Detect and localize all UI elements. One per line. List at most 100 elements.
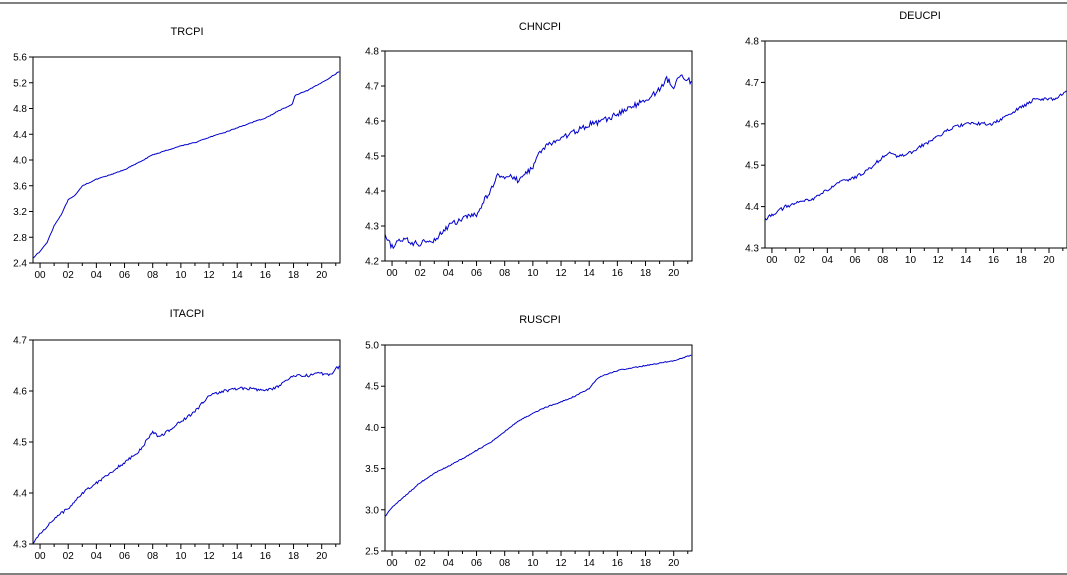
x-tick-label: 04 — [443, 268, 455, 279]
chart-title: ITACPI — [170, 308, 205, 320]
x-tick-label: 16 — [612, 268, 624, 279]
series-line — [384, 74, 692, 250]
x-axis-ticks: 00 02 04 06 08 10 12 14 16 18 20 — [386, 261, 689, 279]
y-tick-label: 4.7 — [745, 78, 759, 89]
y-tick-label: 4.5 — [13, 438, 27, 449]
x-tick-label: 14 — [584, 268, 596, 279]
y-tick-label: 4.4 — [745, 202, 759, 213]
x-tick-label: 18 — [288, 551, 300, 562]
y-axis-ticks: 4.2 4.3 4.4 4.5 4.6 4.7 4.8 — [365, 47, 385, 268]
x-tick-label: 20 — [668, 558, 680, 569]
x-tick-label: 04 — [91, 270, 103, 281]
y-tick-label: 4.5 — [365, 152, 379, 163]
x-tick-label: 02 — [63, 551, 75, 562]
x-tick-label: 08 — [147, 270, 159, 281]
x-tick-label: 18 — [640, 268, 652, 279]
plot-frame — [384, 50, 693, 262]
y-axis-ticks: 4.3 4.4 4.5 4.6 4.7 4.8 — [745, 37, 765, 255]
x-tick-label: 10 — [175, 270, 187, 281]
x-tick-label: 18 — [640, 558, 652, 569]
y-axis-ticks: 4.3 4.4 4.5 4.6 4.7 — [13, 336, 33, 551]
x-tick-label: 10 — [905, 255, 917, 266]
x-tick-label: 06 — [849, 255, 861, 266]
x-tick-label: 06 — [119, 551, 131, 562]
x-tick-label: 08 — [877, 255, 889, 266]
x-axis-ticks: 00 02 04 06 08 10 12 14 16 18 20 — [34, 263, 337, 281]
y-tick-label: 4.3 — [745, 244, 759, 255]
chart-title: CHNCPI — [519, 21, 561, 33]
x-axis-ticks: 00 02 04 06 08 10 12 14 16 18 20 — [766, 248, 1064, 266]
x-tick-label: 10 — [527, 558, 539, 569]
chart-itacpi: ITACPI 4.3 4.4 4.5 4.6 4.7 00 02 04 06 08 10 12 14 1… — [13, 308, 341, 562]
plot-frame — [384, 344, 693, 552]
y-tick-label: 5.0 — [365, 341, 379, 352]
x-tick-label: 10 — [175, 551, 187, 562]
y-tick-label: 4.4 — [13, 489, 27, 500]
x-tick-label: 06 — [119, 270, 131, 281]
plot-frame — [764, 40, 1067, 249]
x-tick-label: 02 — [794, 255, 806, 266]
x-tick-label: 14 — [584, 558, 596, 569]
x-tick-label: 08 — [147, 551, 159, 562]
x-tick-label: 00 — [766, 255, 778, 266]
x-tick-label: 12 — [203, 270, 215, 281]
x-tick-label: 16 — [988, 255, 1000, 266]
x-tick-label: 02 — [63, 270, 75, 281]
x-axis-ticks: 00 02 04 06 08 10 12 14 16 18 20 — [34, 544, 337, 562]
y-tick-label: 4.8 — [13, 104, 27, 115]
y-tick-label: 4.2 — [365, 257, 379, 268]
chart-chncpi: CHNCPI 4.2 4.3 4.4 4.5 4.6 4.7 4.8 00 02 04 06 08 1… — [365, 21, 693, 279]
chart-title: RUSCPI — [519, 314, 561, 326]
x-tick-label: 18 — [288, 270, 300, 281]
y-tick-label: 4.7 — [365, 82, 379, 93]
series-line — [32, 71, 340, 259]
y-tick-label: 3.6 — [13, 181, 27, 192]
x-tick-label: 16 — [612, 558, 624, 569]
y-tick-label: 3.2 — [13, 207, 27, 218]
y-tick-label: 4.0 — [365, 423, 379, 434]
x-tick-label: 20 — [668, 268, 680, 279]
x-tick-label: 00 — [34, 551, 46, 562]
y-tick-label: 2.5 — [365, 547, 379, 558]
x-tick-label: 06 — [471, 268, 483, 279]
y-tick-label: 5.6 — [13, 53, 27, 64]
x-tick-label: 18 — [1016, 255, 1028, 266]
y-tick-label: 5.2 — [13, 78, 27, 89]
x-tick-label: 20 — [316, 551, 328, 562]
x-tick-label: 14 — [232, 551, 244, 562]
x-tick-label: 04 — [443, 558, 455, 569]
y-tick-label: 4.3 — [13, 540, 27, 551]
x-tick-label: 02 — [415, 268, 427, 279]
y-tick-label: 4.6 — [365, 117, 379, 128]
x-tick-label: 16 — [260, 270, 272, 281]
series-line — [384, 354, 692, 517]
chart-trcpi: TRCPI 2.4 2.8 3.2 3.6 4.0 4.4 4.8 5.2 5.6 00 02 04… — [13, 26, 341, 281]
chart-title: TRCPI — [171, 26, 204, 38]
y-tick-label: 4.8 — [745, 37, 759, 48]
y-tick-label: 4.5 — [365, 382, 379, 393]
x-tick-label: 20 — [316, 270, 328, 281]
x-tick-label: 06 — [471, 558, 483, 569]
plot-frame — [32, 56, 341, 264]
chart-title: DEUCPI — [899, 10, 941, 22]
y-tick-label: 3.0 — [365, 505, 379, 516]
y-tick-label: 4.8 — [365, 47, 379, 58]
x-tick-label: 02 — [415, 558, 427, 569]
y-tick-label: 4.3 — [365, 222, 379, 233]
x-tick-label: 14 — [960, 255, 972, 266]
y-tick-label: 4.0 — [13, 156, 27, 167]
x-tick-label: 12 — [555, 558, 567, 569]
series-line — [764, 90, 1067, 221]
x-tick-label: 20 — [1043, 255, 1055, 266]
x-tick-label: 14 — [232, 270, 244, 281]
x-tick-label: 10 — [527, 268, 539, 279]
x-tick-label: 04 — [822, 255, 834, 266]
y-tick-label: 4.4 — [13, 130, 27, 141]
x-tick-label: 00 — [34, 270, 46, 281]
y-axis-ticks: 2.5 3.0 3.5 4.0 4.5 5.0 — [365, 341, 385, 558]
y-tick-label: 4.6 — [745, 119, 759, 130]
x-tick-label: 08 — [499, 558, 511, 569]
chart-ruscpi: RUSCPI 2.5 3.0 3.5 4.0 4.5 5.0 00 02 04 06 08 10 12… — [365, 314, 693, 569]
x-tick-label: 16 — [260, 551, 272, 562]
y-tick-label: 2.4 — [13, 259, 27, 270]
